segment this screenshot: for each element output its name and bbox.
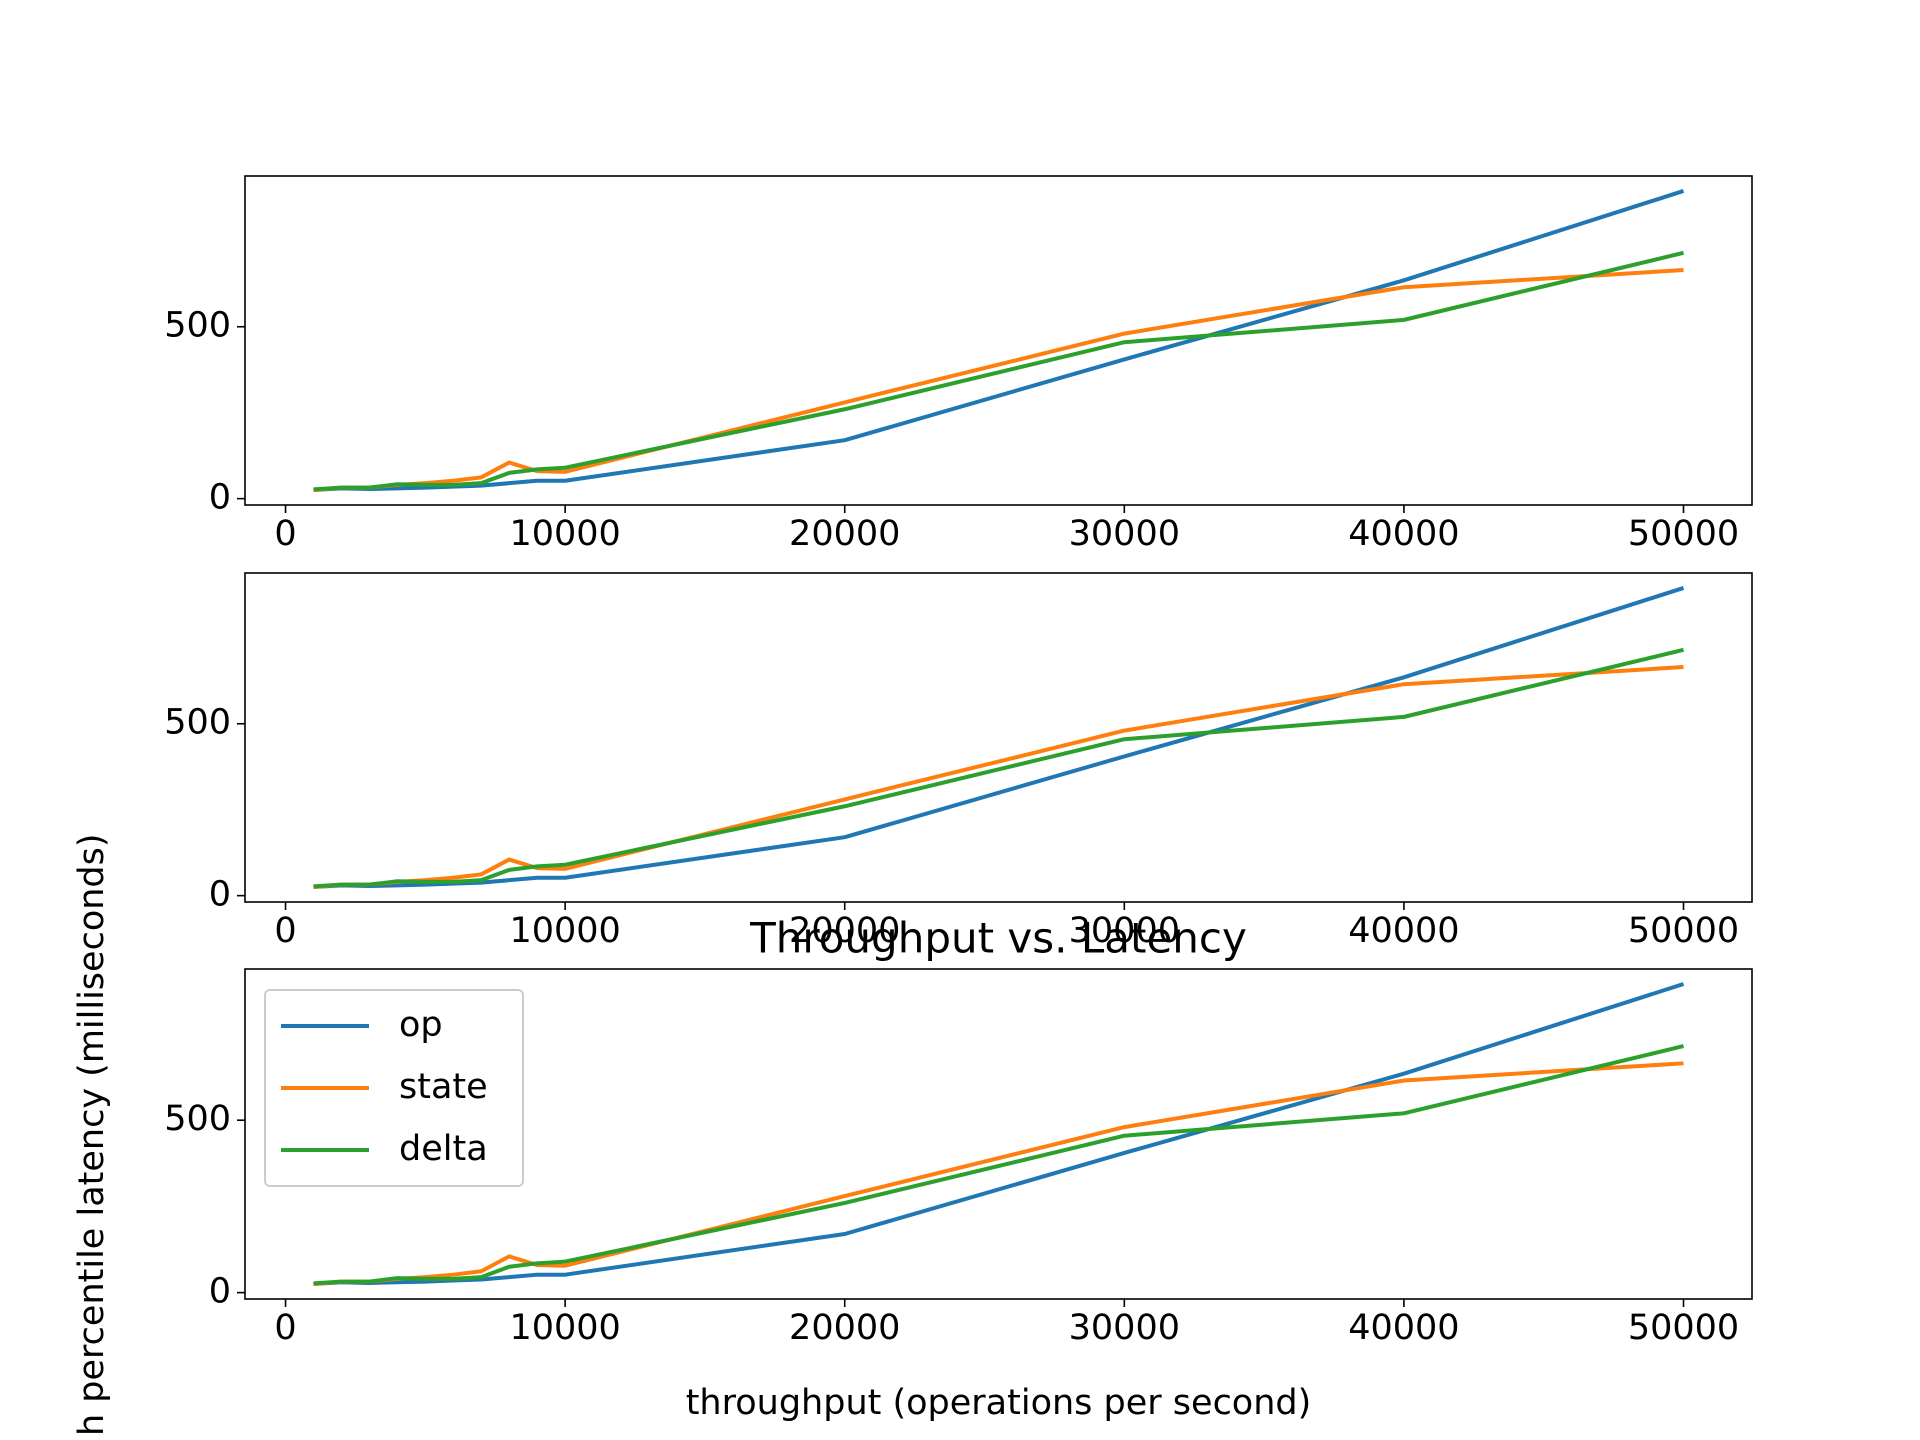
y-tick-label: 500 xyxy=(164,306,231,346)
x-tick-label: 50000 xyxy=(1628,514,1739,554)
x-tick-label: 30000 xyxy=(1069,1308,1180,1348)
x-tick-label: 40000 xyxy=(1348,911,1459,951)
x-tick-label: 30000 xyxy=(1069,911,1180,951)
x-tick-label: 0 xyxy=(274,1308,296,1348)
x-tick-label: 0 xyxy=(274,911,296,951)
x-tick-label: 0 xyxy=(274,514,296,554)
y-tick-label: 500 xyxy=(164,703,231,743)
x-tick-label: 50000 xyxy=(1628,1308,1739,1348)
axes-frame xyxy=(244,572,1753,903)
line-series xyxy=(313,189,1685,493)
x-tick-label: 50000 xyxy=(1628,911,1739,951)
x-tick-label: 10000 xyxy=(509,514,620,554)
chart-title: Throughput vs. Latency xyxy=(749,914,1247,963)
y-tick-label: 0 xyxy=(209,875,231,915)
axes-frame xyxy=(244,175,1753,506)
x-tick-label: 20000 xyxy=(789,911,900,951)
line-series xyxy=(313,1044,1684,1286)
x-tick-label: 10000 xyxy=(509,1308,620,1348)
x-tick-label: 40000 xyxy=(1348,1308,1459,1348)
legend-label: delta xyxy=(399,1129,488,1169)
legend-frame xyxy=(264,989,524,1187)
line-series xyxy=(313,250,1684,492)
x-axis-label: throughput (operations per second) xyxy=(686,1383,1312,1423)
legend: op state delta xyxy=(264,989,524,1187)
axes-frame xyxy=(244,968,1753,1300)
line-series xyxy=(313,586,1685,890)
y-axis-label: h percentile latency (milliseconds) xyxy=(72,833,112,1436)
x-tick-label: 30000 xyxy=(1069,514,1180,554)
y-tick-label: 500 xyxy=(164,1099,231,1139)
line-series xyxy=(313,647,1684,889)
y-tick-label: 0 xyxy=(209,1272,231,1312)
x-tick-label: 10000 xyxy=(509,911,620,951)
legend-label: op xyxy=(399,1005,443,1045)
x-tick-label: 20000 xyxy=(789,514,900,554)
x-tick-label: 40000 xyxy=(1348,514,1459,554)
legend-label: state xyxy=(399,1067,488,1107)
x-tick-label: 20000 xyxy=(789,1308,900,1348)
y-tick-label: 0 xyxy=(209,478,231,518)
